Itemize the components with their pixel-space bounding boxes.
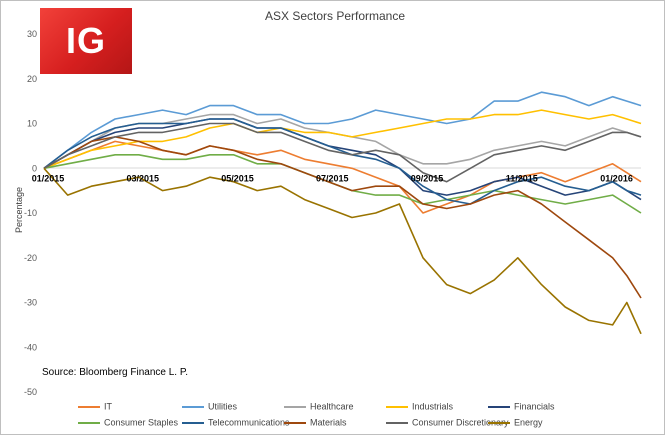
y-tick-label: -20 bbox=[24, 253, 37, 263]
legend-item: Consumer Discretionary bbox=[386, 417, 509, 429]
legend-swatch bbox=[182, 405, 204, 408]
legend-item: IT bbox=[78, 401, 112, 413]
series-line-consumer-staples bbox=[43, 154, 642, 214]
legend-item: Healthcare bbox=[284, 401, 354, 413]
legend-swatch bbox=[284, 421, 306, 424]
series-line-energy bbox=[43, 167, 642, 335]
legend-swatch bbox=[78, 405, 100, 408]
x-tick-label: 05/2015 bbox=[221, 173, 254, 183]
legend-item: Financials bbox=[488, 401, 555, 413]
legend-item: Energy bbox=[488, 417, 543, 429]
series-line-materials bbox=[43, 136, 642, 299]
x-tick-label: 01/2015 bbox=[32, 173, 65, 183]
x-tick-label: 09/2015 bbox=[411, 173, 444, 183]
y-tick-label: -50 bbox=[24, 387, 37, 397]
legend-swatch bbox=[386, 421, 408, 424]
legend-item: Industrials bbox=[386, 401, 453, 413]
legend-swatch bbox=[284, 405, 306, 408]
legend-label: Consumer Discretionary bbox=[412, 417, 509, 428]
legend-label: Telecommunications bbox=[208, 417, 290, 428]
legend-label: Materials bbox=[310, 417, 347, 428]
series-line-consumer-discretionary bbox=[43, 122, 642, 183]
source-note: Source: Bloomberg Finance L. P. bbox=[42, 367, 189, 378]
legend-label: Industrials bbox=[412, 401, 454, 412]
y-tick-label: 20 bbox=[27, 74, 37, 84]
legend-swatch bbox=[386, 405, 408, 408]
series-line-industrials bbox=[43, 109, 642, 170]
y-tick-label: -10 bbox=[24, 208, 37, 218]
legend-item: Materials bbox=[284, 417, 347, 429]
legend-swatch bbox=[488, 421, 510, 424]
legend-label: Consumer Staples bbox=[104, 417, 179, 428]
legend-label: Healthcare bbox=[310, 401, 354, 412]
x-tick-labels: 01/2015 03/2015 05/2015 07/2015 09/2015 11/20… bbox=[32, 173, 633, 183]
y-tick-label: -40 bbox=[24, 342, 37, 352]
legend-item: Consumer Staples bbox=[78, 417, 178, 429]
y-tick-label: 10 bbox=[27, 119, 37, 129]
series-lines bbox=[43, 91, 642, 335]
legend-label: Utilities bbox=[208, 401, 238, 412]
y-tick-label: -30 bbox=[24, 298, 37, 308]
logo-text: IG bbox=[65, 20, 106, 61]
x-tick-label: 11/2015 bbox=[506, 173, 538, 183]
legend-item: Utilities bbox=[182, 401, 237, 413]
legend-label: IT bbox=[104, 401, 112, 412]
series-line-financials bbox=[43, 118, 642, 201]
x-tick-label: 03/2015 bbox=[126, 173, 159, 183]
legend-swatch bbox=[78, 421, 100, 424]
y-tick-label: 0 bbox=[32, 163, 37, 173]
ig-logo: IG bbox=[40, 8, 132, 74]
x-tick-label: 07/2015 bbox=[316, 173, 349, 183]
series-line-utilities bbox=[43, 91, 642, 169]
x-tick-label: 01/2016 bbox=[600, 173, 633, 183]
legend-label: Energy bbox=[514, 417, 543, 428]
legend-swatch bbox=[182, 421, 204, 424]
series-line-healthcare bbox=[43, 113, 642, 169]
legend-item: Telecommunications bbox=[182, 417, 290, 429]
y-tick-labels: 30 20 10 0 -10 -20 -30 -40 -50 bbox=[24, 29, 37, 397]
chart-title: ASX Sectors Performance bbox=[265, 9, 405, 23]
legend-label: Financials bbox=[514, 401, 555, 412]
series-line-telecommunications bbox=[43, 118, 642, 205]
series-line-it bbox=[43, 140, 642, 214]
y-axis-label: Percentage bbox=[14, 187, 24, 233]
legend-swatch bbox=[488, 405, 510, 408]
y-tick-label: 30 bbox=[27, 29, 37, 39]
